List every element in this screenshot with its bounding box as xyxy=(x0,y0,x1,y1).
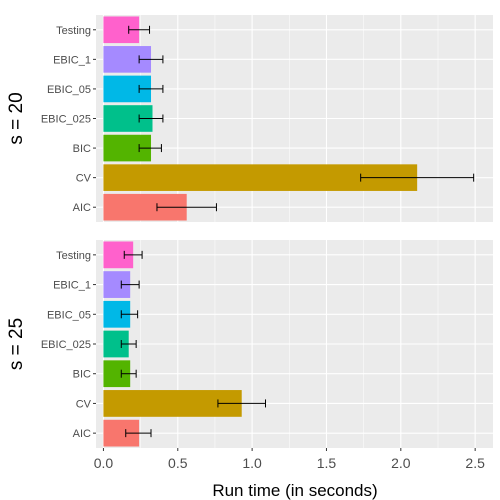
x-tick-label: 0.5 xyxy=(168,455,188,471)
y-tick-label: Testing xyxy=(56,25,91,37)
x-axis: 0.0 0.5 1.0 1.5 2.0 2.5 xyxy=(94,448,485,471)
y-tick-label: EBIC_1 xyxy=(53,54,91,66)
facet-panels: Testing EBIC_1 EBIC_05 EBIC_025 BIC CV AIC s = … xyxy=(6,15,493,448)
y-tick-label: EBIC_1 xyxy=(53,280,91,292)
y-tick-label: CV xyxy=(76,173,92,185)
facet-panel: Testing EBIC_1 EBIC_05 EBIC_025 BIC CV AIC s = … xyxy=(6,240,493,448)
facet-label: s = 25 xyxy=(6,318,27,370)
x-tick-label: 2.0 xyxy=(391,455,411,471)
x-tick-label: 1.5 xyxy=(317,455,337,471)
x-tick-label: 0.0 xyxy=(94,455,114,471)
y-tick-label: Testing xyxy=(56,250,91,262)
y-tick-label: EBIC_05 xyxy=(47,84,91,96)
y-tick-label: EBIC_025 xyxy=(41,339,91,351)
x-tick-label: 1.0 xyxy=(242,455,262,471)
y-tick-label: BIC xyxy=(73,143,91,155)
y-tick-label: BIC xyxy=(73,369,91,381)
x-tick-label: 2.5 xyxy=(465,455,485,471)
facet-panel: Testing EBIC_1 EBIC_05 EBIC_025 BIC CV AIC s = … xyxy=(6,15,493,222)
y-tick-label: EBIC_025 xyxy=(41,114,91,126)
y-tick-label: CV xyxy=(76,398,92,410)
y-tick-label: EBIC_05 xyxy=(47,309,91,321)
y-tick-label: AIC xyxy=(73,428,91,440)
facet-label: s = 20 xyxy=(6,92,27,144)
y-tick-label: AIC xyxy=(73,202,91,214)
x-axis-title: Run time (in seconds) xyxy=(212,481,377,500)
